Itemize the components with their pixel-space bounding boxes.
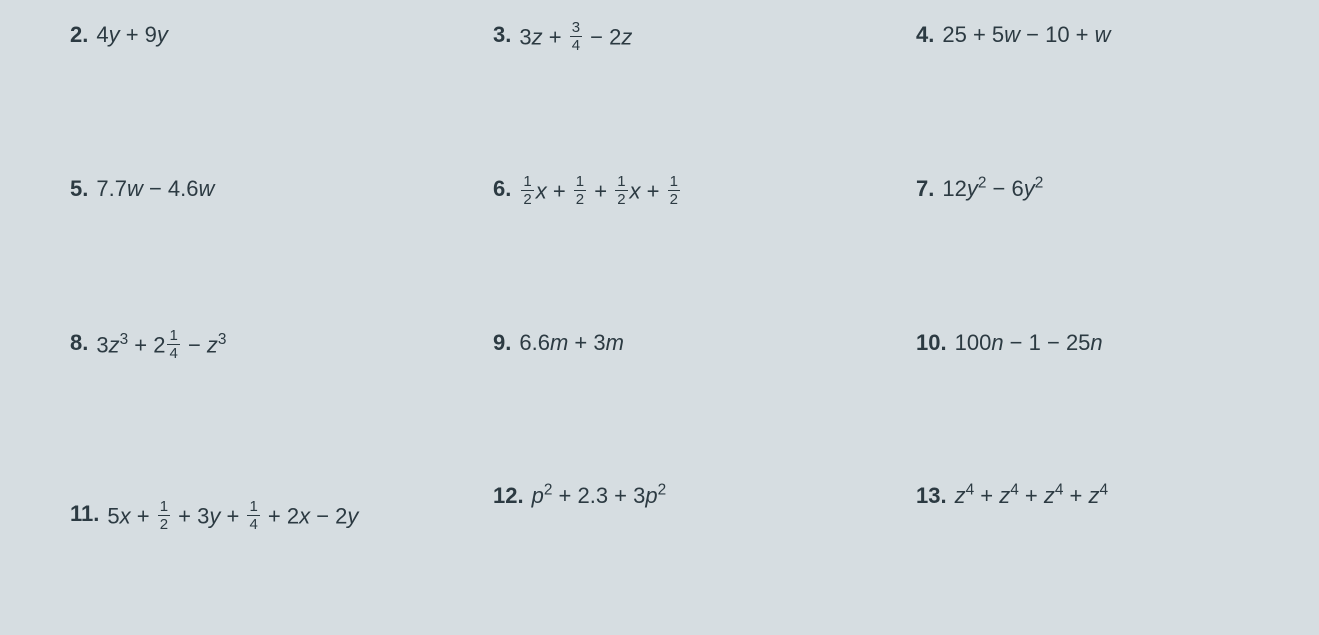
- problem-number: 5.: [70, 176, 88, 202]
- problem-expression: 12y2 − 6y2: [942, 176, 1043, 202]
- problem-7: 7. 12y2 − 6y2: [856, 176, 1249, 202]
- problem-8: 8. 3z3 + 214 − z3: [70, 330, 463, 363]
- problem-expression: 3z + 34 − 2z: [519, 22, 632, 55]
- problem-expression: 4y + 9y: [96, 22, 168, 48]
- problem-expression: 100n − 1 − 25n: [955, 330, 1103, 356]
- problem-4: 4. 25 + 5w − 10 + w: [856, 22, 1249, 48]
- problem-expression: z4 + z4 + z4 + z4: [955, 483, 1108, 509]
- problem-number: 9.: [493, 330, 511, 356]
- problem-expression: 5x + 12 + 3y + 14 + 2x − 2y: [107, 501, 358, 534]
- problem-expression: 3z3 + 214 − z3: [96, 330, 226, 363]
- problem-number: 6.: [493, 176, 511, 202]
- problem-2: 2. 4y + 9y: [70, 22, 463, 48]
- problem-number: 10.: [916, 330, 947, 356]
- worksheet-page: 2. 4y + 9y 3. 3z + 34 − 2z 4. 25 + 5w − …: [0, 0, 1319, 635]
- problem-expression: 25 + 5w − 10 + w: [942, 22, 1110, 48]
- problem-9: 9. 6.6m + 3m: [463, 330, 856, 356]
- problem-expression: 7.7w − 4.6w: [96, 176, 214, 202]
- problem-12: 12. p2 + 2.3 + 3p2: [463, 483, 856, 509]
- problem-expression: 6.6m + 3m: [519, 330, 624, 356]
- problem-5: 5. 7.7w − 4.6w: [70, 176, 463, 202]
- problem-number: 7.: [916, 176, 934, 202]
- problem-11: 11. 5x + 12 + 3y + 14 + 2x − 2y: [70, 501, 463, 534]
- problem-number: 4.: [916, 22, 934, 48]
- problem-number: 12.: [493, 483, 524, 509]
- problem-number: 11.: [70, 501, 99, 527]
- problem-expression: 12x + 12 + 12x + 12: [519, 176, 682, 209]
- problem-number: 8.: [70, 330, 88, 356]
- problem-number: 3.: [493, 22, 511, 48]
- problem-expression: p2 + 2.3 + 3p2: [532, 483, 667, 509]
- problem-number: 13.: [916, 483, 947, 509]
- problem-3: 3. 3z + 34 − 2z: [463, 22, 856, 55]
- problem-6: 6. 12x + 12 + 12x + 12: [463, 176, 856, 209]
- problem-10: 10. 100n − 1 − 25n: [856, 330, 1249, 356]
- problem-13: 13. z4 + z4 + z4 + z4: [856, 483, 1249, 509]
- problem-number: 2.: [70, 22, 88, 48]
